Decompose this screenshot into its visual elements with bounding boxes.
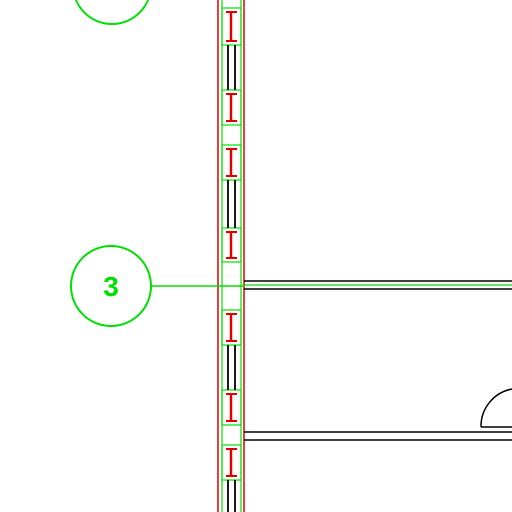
wall-stud-frame <box>221 389 242 426</box>
grid-bubble-top <box>74 0 150 25</box>
wall-stud-frame <box>221 309 242 346</box>
partition-wall-upper <box>244 280 512 290</box>
wall-stud-frame <box>221 444 242 481</box>
wall-stud-frame <box>221 7 242 46</box>
grid-bubble-3 <box>70 245 152 327</box>
wall-stud-frame <box>221 89 242 126</box>
wall-stud-frame <box>221 144 242 181</box>
door-swing-arc <box>480 388 512 428</box>
partition-wall-lower <box>244 431 512 441</box>
grid-bubble-label: 3 <box>103 271 119 302</box>
wall-core-segments <box>221 7 242 512</box>
wall-stud-frame <box>221 227 242 263</box>
